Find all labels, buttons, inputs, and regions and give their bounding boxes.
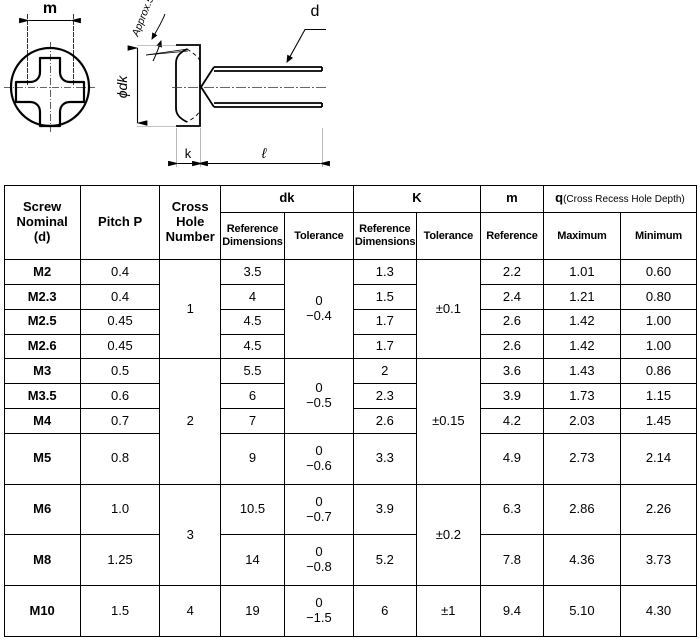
svg-text:ℓ: ℓ [261, 145, 267, 161]
svg-text:k: k [185, 146, 192, 161]
svg-text:ϕdk: ϕdk [114, 75, 130, 99]
svg-text:m: m [43, 0, 57, 17]
svg-text:d: d [311, 3, 320, 20]
svg-text:Approx.5°: Approx.5° [129, 0, 158, 39]
